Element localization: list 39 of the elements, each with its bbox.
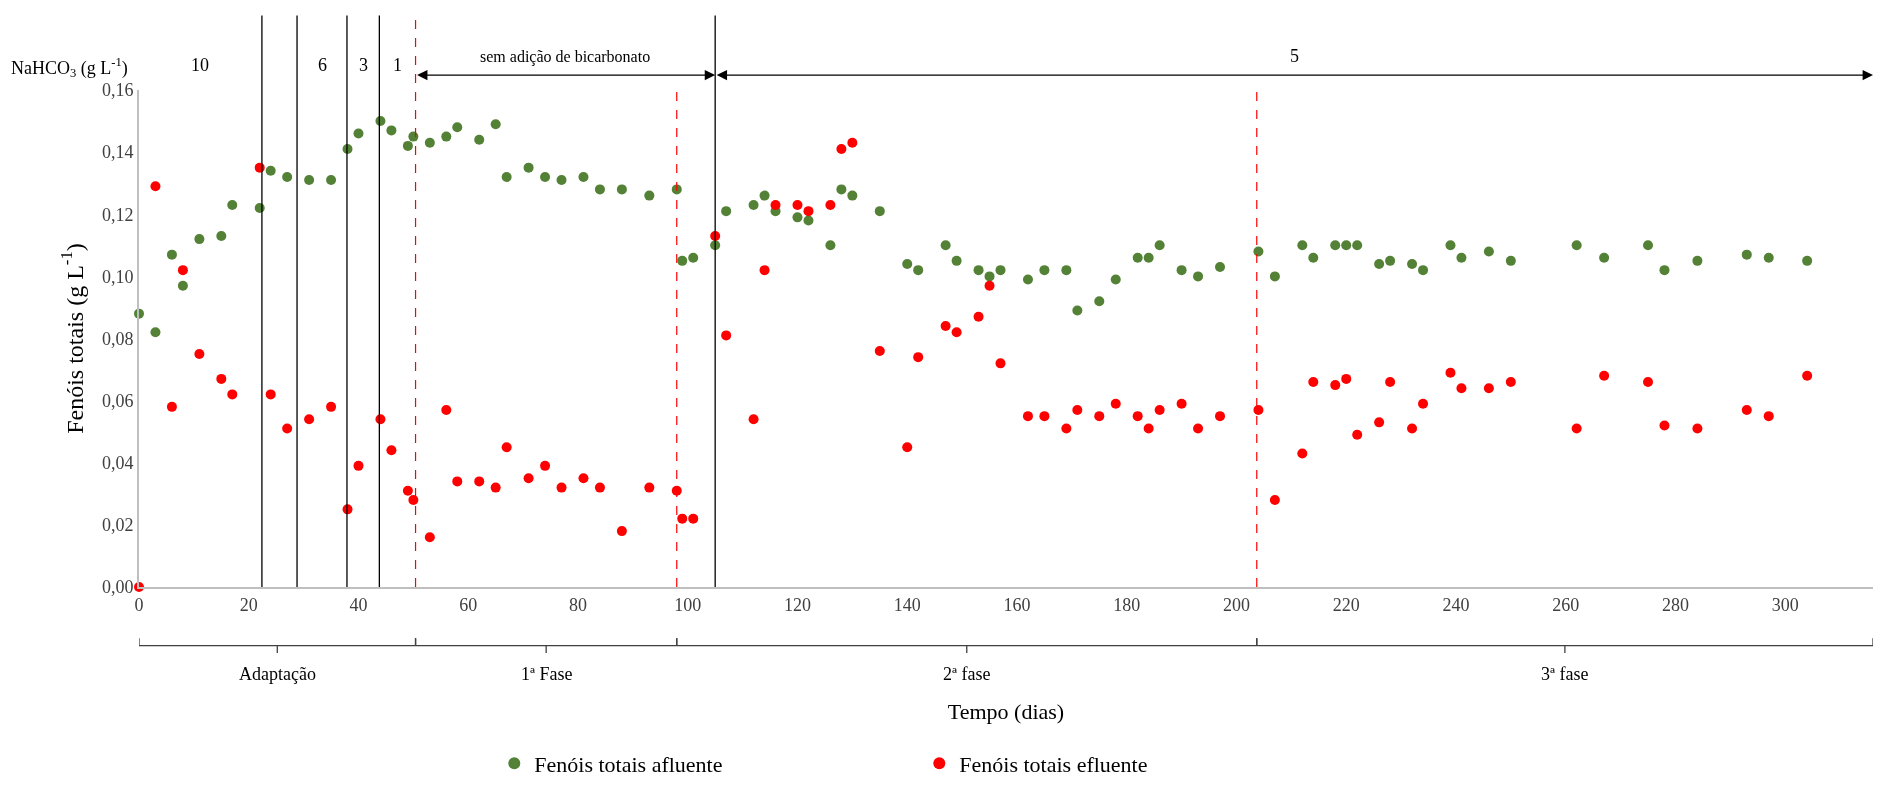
- text: 5: [1290, 46, 1299, 66]
- x-tick-label: 220: [1332, 594, 1360, 615]
- x-tick-label: 300: [1771, 594, 1799, 615]
- x-tick-label: 140: [893, 594, 921, 615]
- y-tick-label: 0,04: [101, 453, 134, 474]
- text: Adaptação: [239, 664, 316, 684]
- legend-label: Fenóis totais efluente: [959, 751, 1148, 777]
- x-tick-label: 180: [1113, 594, 1141, 615]
- x-axis-title: Tempo (dias): [947, 699, 1065, 724]
- x-tick-label: 280: [1661, 594, 1689, 615]
- x-tick-label: 260: [1552, 594, 1580, 615]
- text: 2ª fase: [943, 664, 991, 684]
- x-tick-label: 120: [783, 594, 811, 615]
- x-tick-label: 100: [674, 594, 702, 615]
- text: sem adição de bicarbonato: [480, 48, 651, 66]
- x-tick-label: 80: [568, 594, 587, 615]
- y-tick-label: 0,02: [101, 515, 134, 536]
- text: 10: [191, 55, 209, 75]
- y-tick-label: 0,12: [101, 204, 134, 225]
- x-tick-label: 0: [134, 594, 144, 615]
- legend-label: Fenóis totais afluente: [534, 751, 723, 777]
- x-tick-label: 160: [1003, 594, 1031, 615]
- y-tick-label: 0,16: [101, 80, 134, 101]
- text: NaHCO$_{3}$ (g L$^{-1}$): [11, 55, 128, 81]
- y-tick-label: 0,00: [101, 577, 134, 598]
- y-tick-label: 0,08: [101, 328, 134, 349]
- text: 1: [393, 55, 402, 75]
- y-tick-label: 0,14: [101, 142, 134, 163]
- text: 3ª fase: [1541, 664, 1589, 684]
- x-tick-label: 40: [349, 594, 368, 615]
- y-tick-label: 0,06: [101, 390, 134, 411]
- text: 1ª Fase: [521, 664, 573, 684]
- x-tick-label: 240: [1442, 594, 1470, 615]
- y-tick-label: 0,10: [101, 266, 134, 287]
- text: 6: [318, 55, 327, 75]
- x-tick-label: 200: [1222, 594, 1250, 615]
- x-tick-label: 60: [459, 594, 478, 615]
- text: 3: [359, 55, 368, 75]
- x-tick-label: 20: [239, 594, 258, 615]
